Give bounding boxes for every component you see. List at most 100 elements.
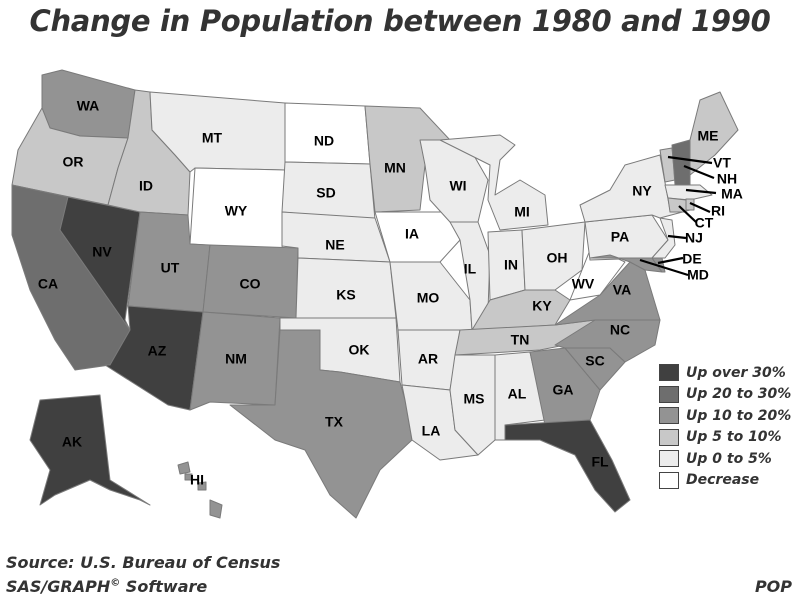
state-nh	[671, 139, 691, 186]
label-mo: MO	[417, 290, 440, 306]
state-ia	[374, 211, 461, 263]
label-ok: OK	[349, 342, 370, 358]
software-name: SAS/GRAPH	[6, 577, 111, 596]
leader-nh	[683, 164, 715, 180]
label-wv: WV	[572, 276, 595, 292]
leader-ri	[689, 201, 711, 214]
label-me: ME	[698, 128, 719, 144]
leader-de	[657, 256, 684, 265]
label-al: AL	[508, 386, 527, 402]
label-nv: NV	[92, 244, 112, 260]
hawaii-island-big	[209, 499, 223, 519]
label-va: VA	[613, 282, 631, 298]
legend: Up over 30% Up 20 to 30% Up 10 to 20% Up 5 …	[659, 362, 791, 491]
label-nh: NH	[717, 171, 737, 187]
legend-item: Up 0 to 5%	[659, 448, 791, 470]
label-mi: MI	[514, 204, 530, 220]
state-fl	[504, 419, 631, 513]
legend-item: Decrease	[659, 470, 791, 492]
leader-nj	[667, 234, 687, 240]
legend-label: Up 10 to 20%	[686, 407, 792, 424]
copyright-mark: ©	[110, 577, 121, 589]
label-ar: AR	[418, 351, 438, 367]
state-ak	[29, 394, 151, 506]
label-ak: AK	[62, 434, 82, 450]
label-in: IN	[504, 257, 518, 273]
label-ca: CA	[38, 276, 58, 292]
state-ga	[529, 347, 601, 426]
label-wi: WI	[449, 178, 466, 194]
legend-item: Up 10 to 20%	[659, 405, 791, 427]
map-code: POP	[754, 577, 792, 596]
label-ut: UT	[161, 260, 180, 276]
legend-label: Up 0 to 5%	[686, 450, 772, 467]
label-ri: RI	[711, 203, 725, 219]
software-credit: SAS/GRAPH© Software	[6, 577, 207, 596]
state-nj	[651, 217, 676, 259]
legend-label: Decrease	[686, 472, 760, 489]
label-az: AZ	[148, 343, 167, 359]
label-pa: PA	[611, 229, 629, 245]
state-nm	[189, 311, 281, 411]
label-la: LA	[422, 423, 441, 439]
hawaii-island-maui	[197, 481, 207, 491]
label-oh: OH	[547, 250, 568, 266]
state-labels: WA OR CA NV ID MT WY UT CO AZ NM ND SD N…	[38, 98, 743, 488]
hawaii-island-oahu	[184, 473, 193, 481]
label-or: OR	[63, 154, 84, 170]
legend-swatch	[659, 428, 679, 446]
state-mn	[364, 105, 451, 213]
label-ct: CT	[695, 215, 714, 231]
leader-md	[639, 258, 689, 277]
map-title: Change in Population between 1980 and 19…	[29, 4, 771, 38]
state-me	[689, 91, 739, 176]
legend-swatch	[659, 364, 679, 382]
software-suffix: Software	[120, 577, 208, 596]
label-ga: GA	[553, 382, 574, 398]
legend-label: Up 20 to 30%	[686, 386, 792, 403]
label-ny: NY	[632, 183, 652, 199]
state-ri	[685, 198, 695, 211]
label-ks: KS	[336, 287, 355, 303]
label-mt: MT	[202, 130, 223, 146]
label-tn: TN	[511, 332, 530, 348]
leader-ct	[678, 205, 697, 223]
label-leader-lines	[639, 155, 717, 277]
label-nm: NM	[225, 351, 247, 367]
legend-item: Up 20 to 30%	[659, 384, 791, 406]
label-nc: NC	[610, 322, 630, 338]
leader-vt	[667, 155, 713, 165]
label-vt: VT	[713, 155, 731, 171]
label-nj: NJ	[685, 230, 703, 246]
leader-ma	[685, 188, 717, 195]
label-ia: IA	[405, 226, 419, 242]
source-note: Source: U.S. Bureau of Census	[6, 553, 281, 572]
label-il: IL	[464, 261, 477, 277]
label-id: ID	[139, 178, 153, 194]
legend-swatch	[659, 385, 679, 403]
legend-swatch	[659, 407, 679, 425]
label-ms: MS	[464, 391, 485, 407]
label-mn: MN	[384, 160, 406, 176]
label-fl: FL	[591, 454, 609, 470]
state-hi	[177, 461, 191, 475]
hawaii-islands	[184, 473, 223, 519]
legend-swatch	[659, 471, 679, 489]
state-mi	[439, 134, 549, 231]
label-ma: MA	[721, 186, 743, 202]
label-md: MD	[687, 267, 709, 283]
label-ky: KY	[532, 298, 552, 314]
label-wa: WA	[77, 98, 100, 114]
state-ma	[664, 184, 713, 201]
state-oh	[521, 221, 586, 291]
legend-label: Up over 30%	[686, 364, 786, 381]
label-co: CO	[240, 276, 261, 292]
label-tx: TX	[325, 414, 344, 430]
legend-swatch	[659, 450, 679, 468]
label-de: DE	[682, 251, 701, 267]
legend-item: Up over 30%	[659, 362, 791, 384]
label-ne: NE	[325, 237, 344, 253]
legend-item: Up 5 to 10%	[659, 427, 791, 449]
legend-label: Up 5 to 10%	[686, 429, 782, 446]
label-sc: SC	[585, 353, 604, 369]
